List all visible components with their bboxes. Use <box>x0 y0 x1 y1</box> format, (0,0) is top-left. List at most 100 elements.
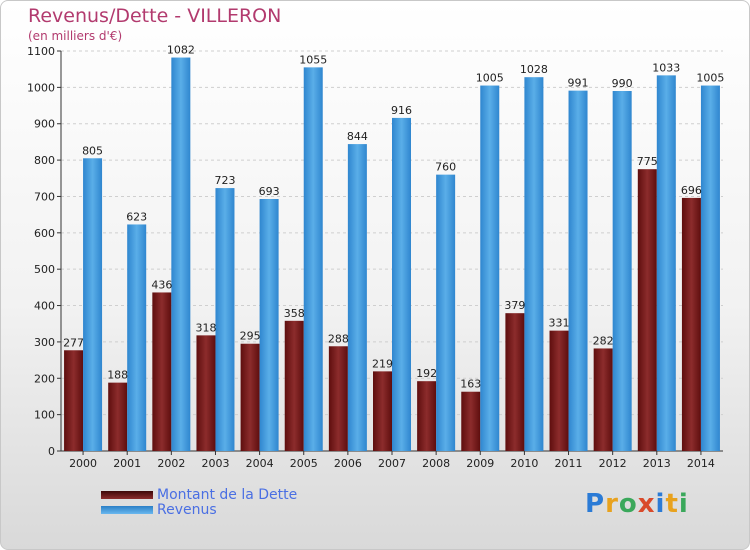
data-label-revenus-2004: 693 <box>259 185 280 198</box>
data-label-debt-2000: 277 <box>63 336 84 349</box>
bar-layer <box>64 57 720 452</box>
bar-debt-2001 <box>108 382 128 451</box>
data-label-debt-2007: 219 <box>372 357 393 370</box>
legend-label-debt: Montant de la Dette <box>157 487 298 503</box>
x-tick-label-2007: 2007 <box>378 457 406 470</box>
bar-revenus-2010 <box>524 77 544 451</box>
logo-letter: t <box>665 489 679 519</box>
bar-revenus-2005 <box>303 67 323 451</box>
x-tick-label-2003: 2003 <box>201 457 229 470</box>
chart-subtitle: (en milliers d'€) <box>28 29 123 43</box>
x-tick-label-2011: 2011 <box>555 457 583 470</box>
legend-swatch-revenus <box>101 506 153 514</box>
data-label-revenus-2001: 623 <box>126 210 147 223</box>
y-tick-label: 500 <box>34 263 55 276</box>
x-tick-label-2005: 2005 <box>290 457 318 470</box>
data-label-revenus-2006: 844 <box>347 130 368 143</box>
bar-debt-2012 <box>593 348 613 451</box>
data-label-debt-2004: 295 <box>240 330 261 343</box>
bar-revenus-2007 <box>392 117 411 451</box>
y-tick-label: 600 <box>34 227 55 240</box>
data-label-debt-2013: 775 <box>637 155 658 168</box>
logo-letter: i <box>655 489 666 519</box>
y-tick-label: 0 <box>48 445 55 458</box>
bar-revenus-2009 <box>480 85 500 451</box>
x-tick-label-2009: 2009 <box>466 457 494 470</box>
bar-debt-2003 <box>196 335 216 451</box>
data-label-revenus-2002: 1082 <box>167 44 195 57</box>
axis-layer: 0 100 200 300 400 500 600 700 800 900 1000 1100 2000… <box>27 45 723 470</box>
x-tick-label-2012: 2012 <box>599 457 627 470</box>
proxiti-logo: Proxiti <box>585 489 689 519</box>
y-tick-label: 300 <box>34 336 55 349</box>
bar-debt-2013 <box>637 169 657 451</box>
data-label-debt-2008: 192 <box>416 367 437 380</box>
bar-debt-2005 <box>284 320 304 451</box>
bar-debt-2009 <box>461 391 481 451</box>
bar-debt-2014 <box>681 197 701 451</box>
logo-letter: o <box>618 489 638 519</box>
x-tick-label-2000: 2000 <box>69 457 97 470</box>
y-tick-label: 1100 <box>27 45 55 58</box>
data-label-revenus-2005: 1055 <box>299 53 327 66</box>
y-tick-label: 900 <box>34 118 55 131</box>
bar-revenus-2012 <box>612 91 632 451</box>
data-label-debt-2012: 282 <box>593 334 614 347</box>
bar-revenus-2011 <box>568 90 588 452</box>
x-tick-label-2004: 2004 <box>246 457 274 470</box>
data-label-debt-2009: 163 <box>460 378 481 391</box>
bar-debt-2008 <box>417 381 437 451</box>
bar-revenus-2008 <box>436 174 456 452</box>
legend-swatch-debt <box>101 491 153 499</box>
x-tick-label-2013: 2013 <box>643 457 671 470</box>
bar-debt-2007 <box>373 371 392 451</box>
legend-label-revenus: Revenus <box>157 502 217 518</box>
logo-letter: x <box>637 489 656 519</box>
data-label-revenus-2009: 1005 <box>476 72 504 85</box>
chart-title: Revenus/Dette - VILLERON <box>28 5 282 27</box>
data-label-revenus-2011: 991 <box>568 77 589 90</box>
data-label-revenus-2012: 990 <box>612 77 633 90</box>
bar-revenus-2006 <box>347 144 367 451</box>
bar-revenus-2000 <box>83 158 103 452</box>
bar-revenus-2003 <box>215 188 235 451</box>
bar-revenus-2001 <box>127 224 147 451</box>
data-label-revenus-2014: 1005 <box>696 72 724 85</box>
x-tick-label-2006: 2006 <box>334 457 362 470</box>
data-label-revenus-2007: 916 <box>391 104 412 117</box>
bar-revenus-2013 <box>656 75 676 451</box>
data-label-debt-2002: 436 <box>151 278 172 291</box>
logo-letter: i <box>678 489 689 519</box>
x-tick-label-2010: 2010 <box>510 457 538 470</box>
x-tick-label-2014: 2014 <box>687 457 715 470</box>
label-layer: 277 805 188 623 436 1082 318 723 295 693 358 1055 28… <box>63 44 724 391</box>
data-label-debt-2003: 318 <box>195 321 216 334</box>
x-tick-label-2002: 2002 <box>157 457 185 470</box>
y-tick-label: 200 <box>34 372 55 385</box>
data-label-revenus-2013: 1033 <box>652 61 680 74</box>
x-tick-label-2001: 2001 <box>113 457 141 470</box>
data-label-debt-2011: 331 <box>549 317 570 330</box>
y-tick-label: 1000 <box>27 81 55 94</box>
data-label-debt-2014: 696 <box>681 184 702 197</box>
logo-letter: r <box>605 489 619 519</box>
x-tick-label-2008: 2008 <box>422 457 450 470</box>
data-label-debt-2001: 188 <box>107 369 128 382</box>
y-tick-label: 400 <box>34 300 55 313</box>
data-label-debt-2010: 379 <box>504 299 525 312</box>
bar-debt-2000 <box>64 350 84 451</box>
bar-revenus-2002 <box>171 57 191 451</box>
data-label-debt-2005: 358 <box>284 307 305 320</box>
data-label-revenus-2000: 805 <box>82 144 103 157</box>
y-tick-label: 700 <box>34 190 55 203</box>
bar-debt-2006 <box>328 346 348 451</box>
bar-revenus-2014 <box>700 85 720 451</box>
data-label-revenus-2010: 1028 <box>520 63 548 76</box>
bar-revenus-2004 <box>259 199 279 451</box>
data-label-revenus-2003: 723 <box>214 174 235 187</box>
y-tick-label: 800 <box>34 154 55 167</box>
bar-debt-2004 <box>240 343 260 451</box>
data-label-debt-2006: 288 <box>328 332 349 345</box>
